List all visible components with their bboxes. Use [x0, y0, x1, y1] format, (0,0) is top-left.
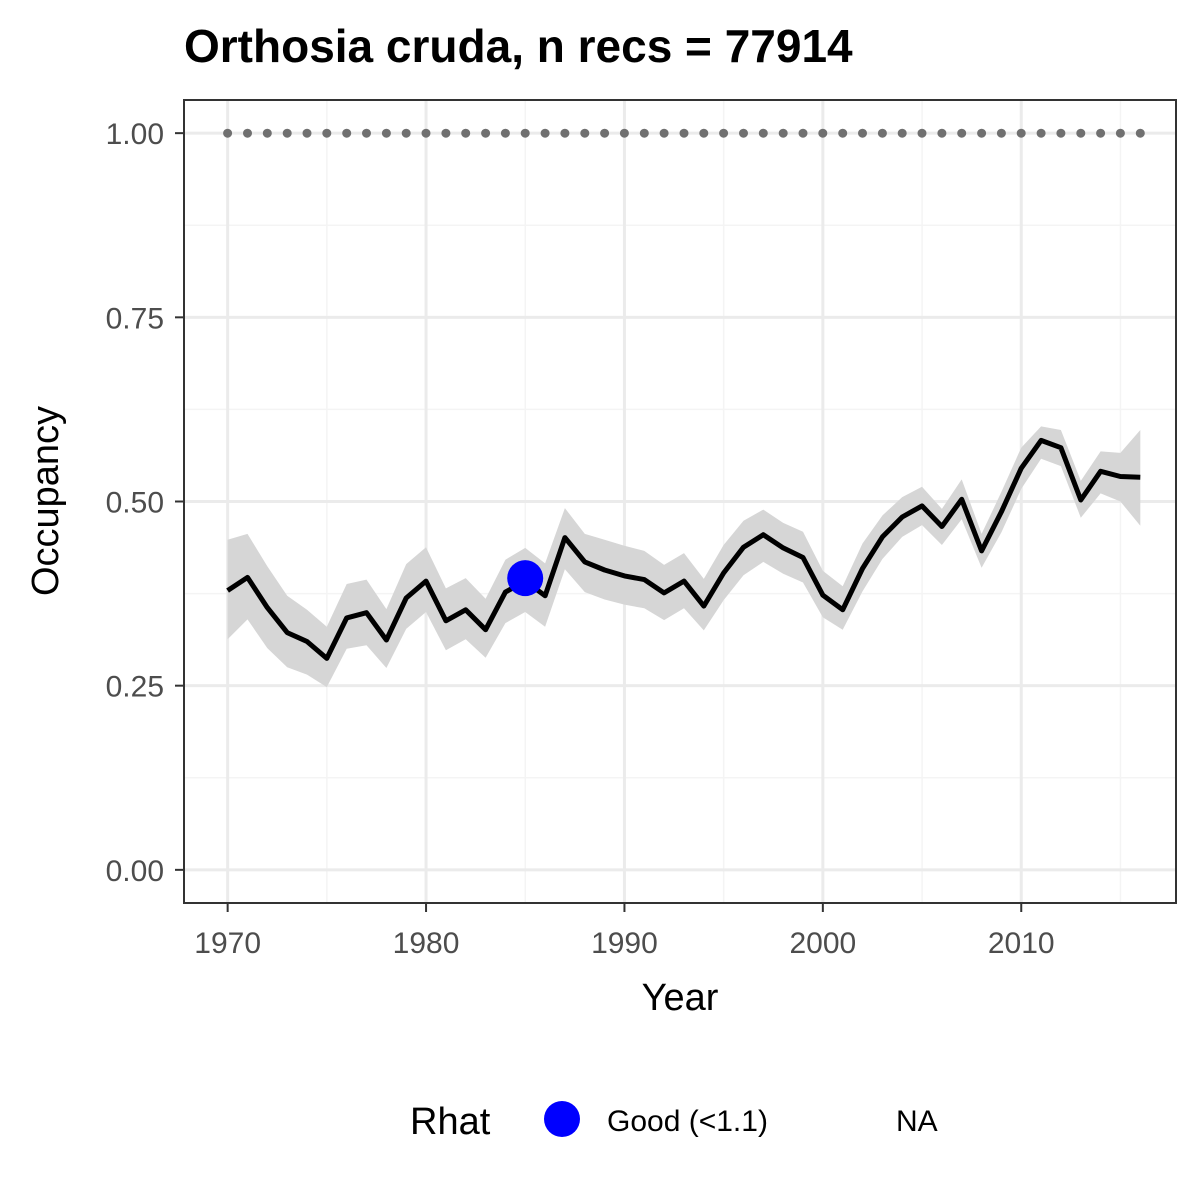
reference-dot — [362, 128, 371, 138]
x-axis-title: Year — [642, 977, 719, 1019]
reference-dot — [798, 128, 808, 138]
reference-dot — [679, 128, 689, 138]
y-tick-label: 1.00 — [106, 118, 164, 151]
reference-dot — [500, 128, 510, 138]
ribbon-layer — [227, 426, 1141, 688]
reference-dot — [243, 128, 252, 138]
reference-dot — [1096, 128, 1106, 138]
chart-title: Orthosia cruda, n recs = 77914 — [184, 20, 853, 72]
reference-dot — [977, 128, 987, 138]
x-tick-label: 1970 — [194, 927, 261, 960]
reference-dot — [600, 128, 610, 138]
y-tick-label: 0.75 — [106, 302, 164, 335]
reference-dot — [1135, 128, 1145, 138]
reference-dot — [758, 128, 768, 138]
reference-dot — [302, 128, 312, 138]
reference-dot — [739, 128, 748, 138]
reference-dot — [1036, 128, 1046, 138]
reference-dot — [838, 128, 848, 138]
reference-dot — [619, 128, 629, 138]
reference-dot — [996, 128, 1006, 138]
line-layer — [226, 437, 1141, 661]
reference-dot — [778, 128, 788, 138]
reference-dot — [540, 128, 550, 138]
x-tick-label: 2000 — [789, 927, 856, 960]
confidence-ribbon — [227, 426, 1141, 688]
reference-dot — [818, 128, 828, 138]
tick-layer: 1970 1980 1990 2000 2010 0.00 0.25 0.50 0.75 1.00 — [106, 118, 1055, 960]
legend-key-good — [544, 1101, 580, 1137]
legend-title: Rhat — [410, 1101, 491, 1143]
reference-dot — [223, 128, 233, 138]
legend: Rhat Good (<1.1) NA — [410, 1101, 938, 1143]
reference-dot — [421, 128, 431, 138]
reference-line-layer — [223, 128, 1145, 138]
y-tick-label: 0.00 — [106, 855, 164, 888]
occupancy-line — [226, 437, 1141, 661]
reference-dot — [560, 128, 570, 138]
reference-dot — [937, 128, 947, 138]
reference-dot — [322, 128, 332, 138]
rhat-good-point — [507, 560, 544, 597]
reference-dot — [1076, 128, 1086, 138]
reference-dot — [381, 128, 391, 138]
legend-label-good: Good (<1.1) — [607, 1105, 768, 1138]
reference-dot — [461, 128, 471, 138]
y-axis-title: Occupancy — [25, 406, 67, 596]
point-layer — [507, 560, 544, 597]
reference-dot — [858, 128, 867, 138]
grid-layer — [184, 100, 1176, 903]
x-tick-label: 1980 — [393, 927, 460, 960]
reference-dot — [877, 128, 887, 138]
reference-dot — [917, 128, 927, 138]
reference-dot — [659, 128, 669, 138]
reference-dot — [520, 128, 530, 138]
reference-dot — [957, 128, 967, 138]
reference-dot — [401, 128, 411, 138]
reference-dot — [699, 128, 709, 138]
x-tick-label: 1990 — [591, 927, 658, 960]
reference-dot — [1056, 128, 1066, 138]
reference-dot — [1115, 128, 1125, 138]
reference-dot — [342, 128, 352, 138]
reference-dot — [262, 128, 272, 138]
reference-dot — [719, 128, 729, 138]
x-tick-label: 2010 — [988, 927, 1055, 960]
reference-dot — [897, 128, 907, 138]
reference-dot — [1016, 128, 1026, 138]
reference-dot — [481, 128, 491, 138]
reference-dot — [282, 128, 292, 138]
y-tick-label: 0.25 — [106, 671, 164, 704]
reference-dot — [639, 128, 649, 138]
reference-dot — [441, 128, 451, 138]
reference-dot — [580, 128, 590, 138]
y-tick-label: 0.50 — [106, 487, 164, 520]
legend-label-na: NA — [896, 1105, 938, 1138]
